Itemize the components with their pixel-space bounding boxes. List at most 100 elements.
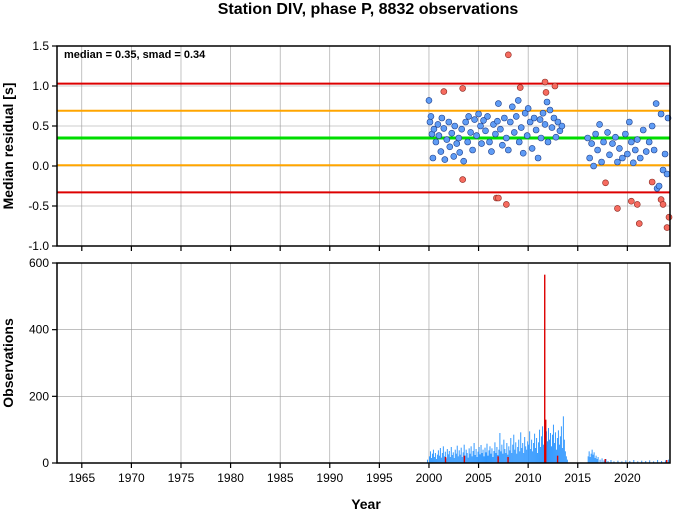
residual-point <box>486 138 493 146</box>
observation-bar <box>533 443 535 463</box>
x-tick-label: 2015 <box>564 471 591 485</box>
residual-point <box>510 129 518 136</box>
residual-point <box>473 132 480 139</box>
observation-bar <box>556 438 558 463</box>
observation-bar <box>489 446 491 463</box>
x-axis-label: Year <box>351 496 381 511</box>
residual-point <box>451 122 459 130</box>
residual-point <box>505 146 512 154</box>
residual-point <box>636 154 644 162</box>
observation-bar <box>461 457 463 463</box>
residual-point <box>430 125 438 133</box>
outlier-point <box>614 205 621 212</box>
residual-point <box>446 143 454 151</box>
residual-point <box>645 138 653 146</box>
observation-bar <box>546 431 548 463</box>
y-tick-label: 0 <box>42 456 49 470</box>
y-tick-label: 600 <box>29 256 49 270</box>
residual-point <box>614 158 621 166</box>
residual-point <box>469 146 476 154</box>
observation-bar <box>555 449 557 463</box>
outlier-point <box>459 85 466 92</box>
residual-point <box>628 138 635 146</box>
statistics-annotation: median = 0.35, smad = 0.34 <box>64 49 206 61</box>
residual-point <box>512 113 520 120</box>
residual-point <box>475 110 482 118</box>
residual-point <box>432 138 440 146</box>
observation-bar <box>470 446 472 463</box>
x-tick-label: 1975 <box>168 471 195 485</box>
x-tick-label: 1995 <box>366 471 393 485</box>
observation-bar <box>471 456 473 463</box>
observation-bar <box>559 436 561 463</box>
residual-grid <box>57 45 670 247</box>
residual-point <box>464 138 471 146</box>
residual-point <box>471 116 478 123</box>
residual-point <box>532 126 540 134</box>
observation-bar <box>428 456 430 463</box>
highlight-bar <box>497 456 499 463</box>
observation-bar <box>613 461 615 463</box>
observation-bar <box>459 454 461 463</box>
residual-point <box>443 136 451 143</box>
observation-bar <box>550 446 552 463</box>
residual-point <box>543 98 551 106</box>
observation-bar <box>522 443 524 463</box>
residual-point <box>425 97 433 104</box>
residual-point <box>584 134 591 142</box>
observation-bar <box>661 461 663 463</box>
observations-panel: 0 200 400 600 1965 1970 1975 1980 1985 1990 1995 2… <box>0 256 671 511</box>
observation-bar <box>547 428 549 463</box>
observations-highlight-bars <box>444 274 668 463</box>
observation-bar <box>510 438 512 463</box>
residual-point <box>594 146 601 154</box>
observation-bar <box>448 451 450 463</box>
observation-bar <box>458 450 460 463</box>
residual-point <box>622 130 629 138</box>
observation-bar <box>562 416 564 463</box>
x-tick-label: 2000 <box>416 471 443 485</box>
observation-bar <box>590 453 592 463</box>
observation-bar <box>549 433 551 463</box>
residual-point <box>546 106 554 114</box>
residual-point <box>629 159 637 167</box>
observation-bar <box>463 444 465 463</box>
observation-bar <box>454 449 456 463</box>
observation-bar <box>563 439 565 463</box>
observation-bar <box>495 453 497 463</box>
observation-bar <box>483 456 485 463</box>
observation-bar <box>561 448 563 463</box>
observation-bar <box>668 459 670 463</box>
observation-bar <box>504 449 506 463</box>
outlier-point <box>495 194 502 202</box>
residual-point <box>477 122 484 130</box>
residual-point <box>639 126 647 134</box>
observation-bar <box>665 460 667 463</box>
residual-point <box>624 150 631 158</box>
residual-point <box>598 158 605 166</box>
observation-bar <box>564 451 566 463</box>
observation-bar <box>493 451 495 463</box>
residual-point <box>515 138 523 146</box>
residual-point <box>495 100 502 107</box>
residual-point <box>592 130 599 138</box>
observation-bar <box>436 454 438 463</box>
x-tick-label: 1970 <box>118 471 145 485</box>
residual-point <box>612 133 619 141</box>
residual-point <box>441 156 449 163</box>
observation-bar <box>449 457 451 463</box>
x-tick-label: 1985 <box>267 471 294 485</box>
observations-y-axis-label: Observations <box>0 318 16 408</box>
observation-bar <box>435 459 437 463</box>
observation-bar <box>610 460 612 463</box>
residual-point <box>558 122 566 130</box>
observation-bar <box>440 457 442 463</box>
observation-bar <box>641 460 643 463</box>
observation-bar <box>502 453 504 463</box>
residual-point <box>648 122 656 130</box>
residual-y-ticks: -1.0 -0.5 0.0 0.5 1.0 1.5 <box>28 39 57 253</box>
observation-bar <box>553 443 555 463</box>
observation-bar <box>509 450 511 463</box>
observation-bar <box>532 451 534 463</box>
observation-bar <box>605 459 607 463</box>
